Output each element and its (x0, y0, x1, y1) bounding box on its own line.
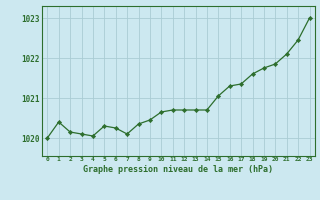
X-axis label: Graphe pression niveau de la mer (hPa): Graphe pression niveau de la mer (hPa) (84, 165, 273, 174)
